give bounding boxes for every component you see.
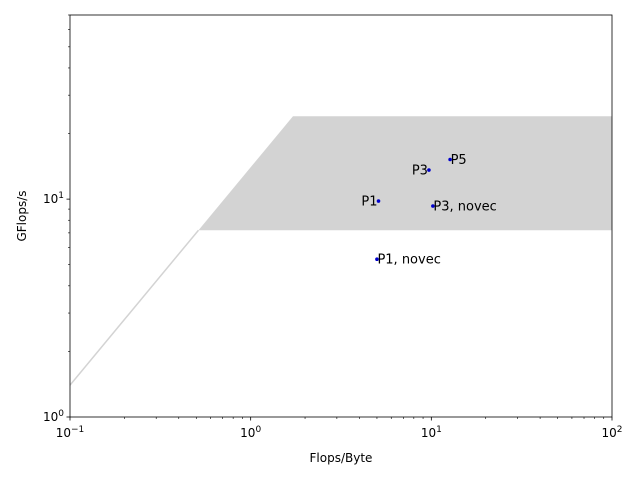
x-tick-label: 102 xyxy=(601,425,622,440)
y-axis-label: GFlops/s xyxy=(15,190,29,241)
bandwidth-roof-line xyxy=(70,229,200,386)
roofline-band xyxy=(198,116,612,231)
plot-area: P5 P3 P1 P3, novec P1, novec xyxy=(70,116,612,386)
x-axis-label: Flops/Byte xyxy=(310,451,373,465)
y-tick-label: 101 xyxy=(43,191,64,206)
point-label: P1, novec xyxy=(377,253,440,268)
point-label: P1 xyxy=(361,195,377,210)
axes-frame xyxy=(69,14,613,418)
plot-content xyxy=(70,116,612,386)
data-point xyxy=(376,199,381,203)
point-label: P3 xyxy=(412,164,428,179)
y-tick-label: 100 xyxy=(43,409,64,424)
point-label: P5 xyxy=(451,153,467,168)
data-point xyxy=(448,157,452,162)
x-tick-label: 101 xyxy=(421,425,442,440)
x-tick-label: 10−1 xyxy=(56,425,85,440)
data-point xyxy=(375,257,379,261)
x-tick-label: 100 xyxy=(240,425,261,440)
data-point xyxy=(431,204,435,208)
data-point xyxy=(427,168,431,172)
point-label: P3, novec xyxy=(433,199,496,214)
